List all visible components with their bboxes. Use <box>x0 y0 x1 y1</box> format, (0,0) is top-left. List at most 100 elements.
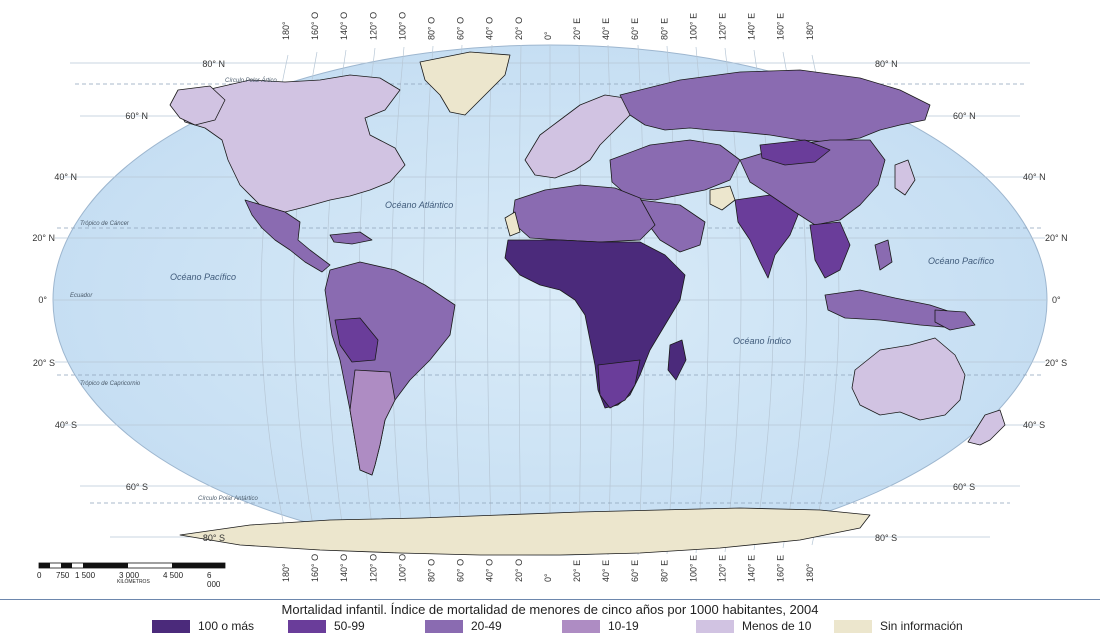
latitude-label-right: 60° S <box>953 482 975 492</box>
ocean-label-pacific-east: Océano Pacífico <box>170 272 236 282</box>
longitude-label-top: 140° O <box>339 12 349 40</box>
latitude-label-left: 40° S <box>55 420 77 430</box>
longitude-label-top: 60° E <box>630 18 640 40</box>
legend-item-20-49: 20-49 <box>425 618 502 634</box>
legend-item-under-10: Menos de 10 <box>696 618 811 634</box>
region-north-america <box>177 74 406 213</box>
legend-swatch <box>834 619 872 633</box>
ocean-label-atlantic: Océano Atlántico <box>385 200 453 210</box>
region-north-africa <box>511 184 656 243</box>
region-southern-cone <box>349 369 396 476</box>
longitude-label-bottom: 80° O <box>427 559 437 582</box>
longitude-label-top: 80° E <box>659 18 669 40</box>
scale-tick-3: 3 000 <box>119 571 140 580</box>
longitude-label-top: 60° O <box>456 17 466 40</box>
longitude-label-top: 180° <box>281 21 291 40</box>
region-mongolia <box>759 139 831 166</box>
longitude-label-bottom: 60° E <box>630 560 640 582</box>
scale-tick-5: 6 000 <box>207 571 221 589</box>
ocean-label-indian: Océano Índico <box>733 336 791 346</box>
longitude-label-top: 120° O <box>368 12 378 40</box>
longitude-label-bottom: 20° E <box>572 560 582 582</box>
legend: 100 o más 50-99 20-49 10-19 Menos de 10 … <box>0 618 1100 636</box>
scale-tick-0: 0 <box>37 571 42 580</box>
legend-swatch <box>152 619 190 633</box>
longitude-label-bottom: 100° O <box>397 554 407 582</box>
ocean-label-pacific-west: Océano Pacífico <box>928 256 994 266</box>
latitude-label-right: 40° S <box>1023 420 1045 430</box>
scale-unit: KILÓMETROS <box>117 579 150 585</box>
legend-item-50-99: 50-99 <box>288 618 365 634</box>
longitude-label-top: 100° E <box>688 13 698 40</box>
latitude-label-left: 80° N <box>202 59 225 69</box>
legend-swatch <box>288 619 326 633</box>
longitude-label-bottom: 120° O <box>368 554 378 582</box>
map-title: Mortalidad infantil. Índice de mortalida… <box>281 602 819 617</box>
latitude-label-left: 20° N <box>32 233 55 243</box>
region-alaska <box>169 85 226 126</box>
longitude-label-bottom: 80° E <box>659 560 669 582</box>
longitude-label-bottom: 100° E <box>688 555 698 582</box>
longitude-label-top: 0° <box>543 31 553 40</box>
longitude-label-top: 160° O <box>310 12 320 40</box>
longitude-label-top: 40° E <box>601 18 611 40</box>
legend-item-100-plus: 100 o más <box>152 618 254 634</box>
latitude-label-right: 80° S <box>875 533 897 543</box>
world-map: 180° 160° O 140° O 120° O 100° O 80° O 60° O 40… <box>32 12 1068 582</box>
legend-swatch <box>696 619 734 633</box>
scale-tick-1: 750 <box>56 571 70 580</box>
longitude-label-bottom: 40° E <box>601 560 611 582</box>
tropic-cancer-label: Trópico de Cáncer <box>80 221 130 227</box>
latitude-label-left: 0° <box>38 295 47 305</box>
region-western-sahara <box>504 211 521 237</box>
longitude-label-top: 140° E <box>747 13 757 40</box>
region-southern-africa <box>597 359 641 409</box>
latitude-label-left: 60° S <box>126 482 148 492</box>
legend-item-10-19: 10-19 <box>562 618 639 634</box>
latitude-label-left: 60° N <box>125 111 148 121</box>
equator-label: Ecuador <box>70 293 93 299</box>
longitude-label-top: 80° O <box>427 17 437 40</box>
longitude-label-bottom: 20° O <box>514 559 524 582</box>
latitude-label-right: 20° N <box>1045 233 1068 243</box>
latitude-label-left: 80° S <box>203 533 225 543</box>
longitude-label-bottom: 40° O <box>485 559 495 582</box>
region-antarctica <box>179 507 871 556</box>
legend-label: 50-99 <box>334 619 365 633</box>
region-madagascar <box>667 339 687 381</box>
latitude-label-right: 20° S <box>1045 358 1067 368</box>
region-afghanistan <box>709 185 736 211</box>
longitude-label-bottom: 120° E <box>718 555 728 582</box>
legend-label: 20-49 <box>471 619 502 633</box>
longitude-label-top: 100° O <box>397 12 407 40</box>
map-footer: Mortalidad infantil. Índice de mortalida… <box>0 599 1100 638</box>
region-russia <box>619 69 931 143</box>
scale-tick-4: 4 500 <box>163 571 184 580</box>
longitude-label-top: 40° O <box>485 17 495 40</box>
longitude-label-top: 20° E <box>572 18 582 40</box>
scale-labels: 0 750 1 500 3 000 4 500 6 000 <box>37 571 227 589</box>
legend-item-no-data: Sin información <box>834 618 963 634</box>
legend-label: 100 o más <box>198 619 255 633</box>
region-southeast-asia <box>809 221 851 279</box>
longitude-label-top: 20° O <box>514 17 524 40</box>
longitude-label-bottom: 0° <box>543 573 553 582</box>
longitude-label-bottom: 160° O <box>310 554 320 582</box>
region-europe <box>524 94 631 179</box>
longitude-label-bottom: 160° E <box>776 555 786 582</box>
region-philippines <box>874 239 893 271</box>
longitude-label-top: 120° E <box>718 13 728 40</box>
scale-tick-2: 1 500 <box>75 571 96 580</box>
region-caribbean <box>329 231 373 245</box>
region-mexico <box>244 199 331 273</box>
latitude-label-left: 20° S <box>33 358 55 368</box>
longitude-label-bottom: 180° <box>805 563 815 582</box>
latitude-label-right: 80° N <box>875 59 898 69</box>
scale-bar: 0 750 1 500 3 000 4 500 6 000 KILÓMETROS <box>37 562 227 589</box>
latitude-label-right: 40° N <box>1023 172 1046 182</box>
region-japan <box>894 159 916 196</box>
region-sub-saharan-africa <box>504 239 686 409</box>
region-new-zealand <box>967 409 1006 446</box>
latitude-label-right: 60° N <box>953 111 976 121</box>
region-greenland <box>419 51 511 116</box>
